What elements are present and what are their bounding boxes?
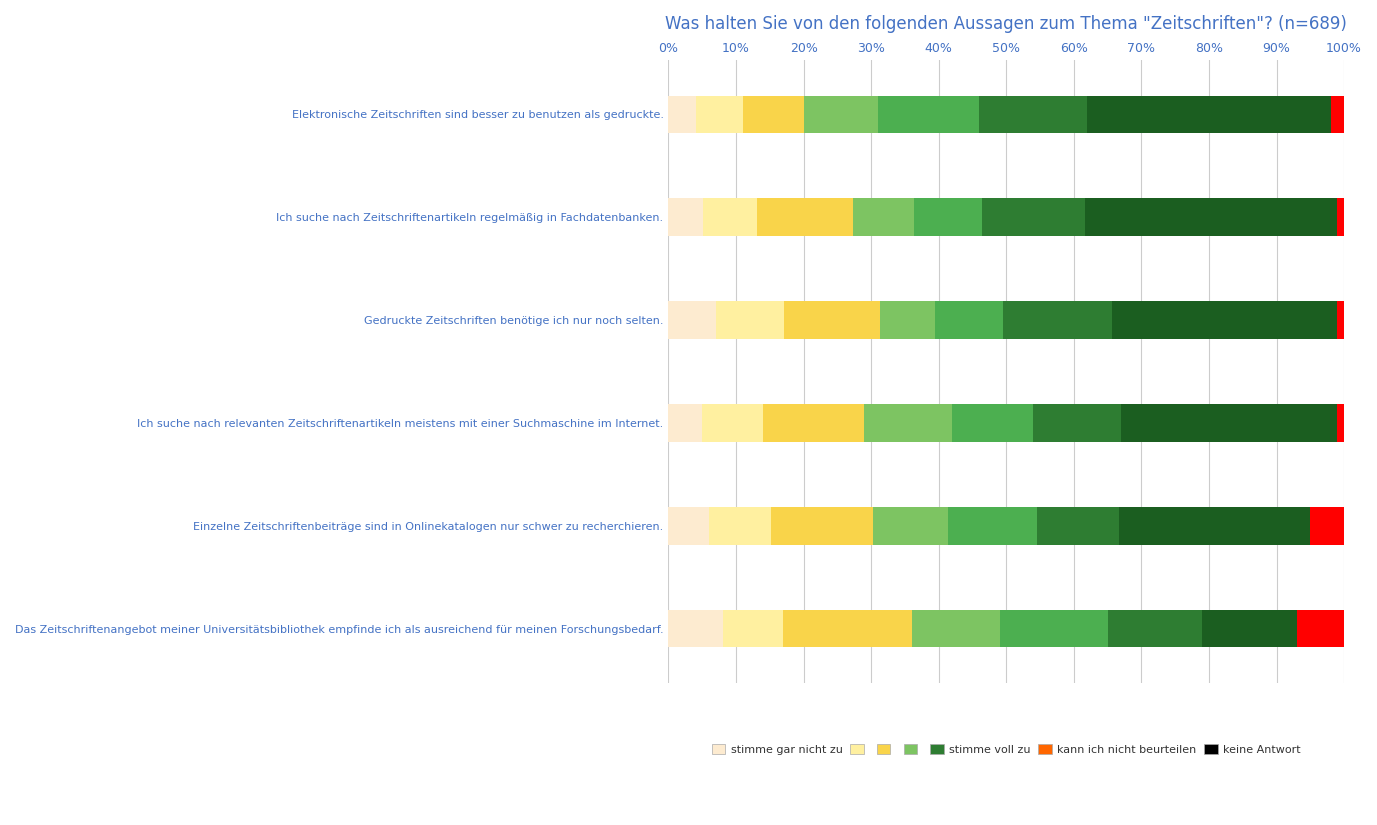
Bar bbox=[1088, 96, 1330, 134]
Bar bbox=[668, 507, 709, 544]
Bar bbox=[1330, 96, 1344, 134]
Bar bbox=[668, 301, 716, 339]
Bar bbox=[1000, 610, 1107, 648]
Bar bbox=[1037, 507, 1120, 544]
Bar bbox=[668, 96, 695, 134]
Bar bbox=[763, 404, 865, 442]
Bar bbox=[716, 301, 785, 339]
Bar bbox=[912, 610, 1000, 648]
Bar bbox=[742, 96, 804, 134]
Bar bbox=[852, 198, 914, 236]
Bar bbox=[784, 610, 912, 648]
Bar bbox=[709, 507, 771, 544]
Bar bbox=[1337, 301, 1344, 339]
Bar bbox=[785, 301, 880, 339]
Bar bbox=[879, 96, 979, 134]
Bar bbox=[1120, 507, 1310, 544]
Bar bbox=[668, 404, 702, 442]
Bar bbox=[1310, 507, 1344, 544]
Bar bbox=[1337, 404, 1344, 442]
Bar bbox=[1297, 610, 1344, 648]
Bar bbox=[757, 198, 852, 236]
Bar bbox=[1121, 404, 1337, 442]
Bar bbox=[949, 507, 1037, 544]
Bar bbox=[771, 507, 873, 544]
Bar bbox=[1202, 610, 1297, 648]
Bar bbox=[979, 96, 1088, 134]
Bar bbox=[723, 610, 784, 648]
Bar bbox=[695, 96, 742, 134]
Bar bbox=[804, 96, 879, 134]
Bar bbox=[1002, 301, 1113, 339]
Bar bbox=[914, 198, 982, 236]
Bar bbox=[1085, 198, 1337, 236]
Bar bbox=[668, 198, 702, 236]
Bar bbox=[935, 301, 1002, 339]
Bar bbox=[865, 404, 953, 442]
Bar bbox=[1033, 404, 1121, 442]
Legend: stimme gar nicht zu, , , , stimme voll zu, kann ich nicht beurteilen, keine Antw: stimme gar nicht zu, , , , stimme voll z… bbox=[708, 739, 1305, 759]
Title: Was halten Sie von den folgenden Aussagen zum Thema "Zeitschriften"? (n=689): Was halten Sie von den folgenden Aussage… bbox=[665, 15, 1347, 33]
Bar bbox=[873, 507, 949, 544]
Bar bbox=[982, 198, 1085, 236]
Bar bbox=[668, 610, 723, 648]
Bar bbox=[1337, 198, 1344, 236]
Bar bbox=[702, 198, 757, 236]
Bar bbox=[1113, 301, 1337, 339]
Bar bbox=[702, 404, 763, 442]
Bar bbox=[1107, 610, 1202, 648]
Bar bbox=[953, 404, 1033, 442]
Bar bbox=[880, 301, 935, 339]
